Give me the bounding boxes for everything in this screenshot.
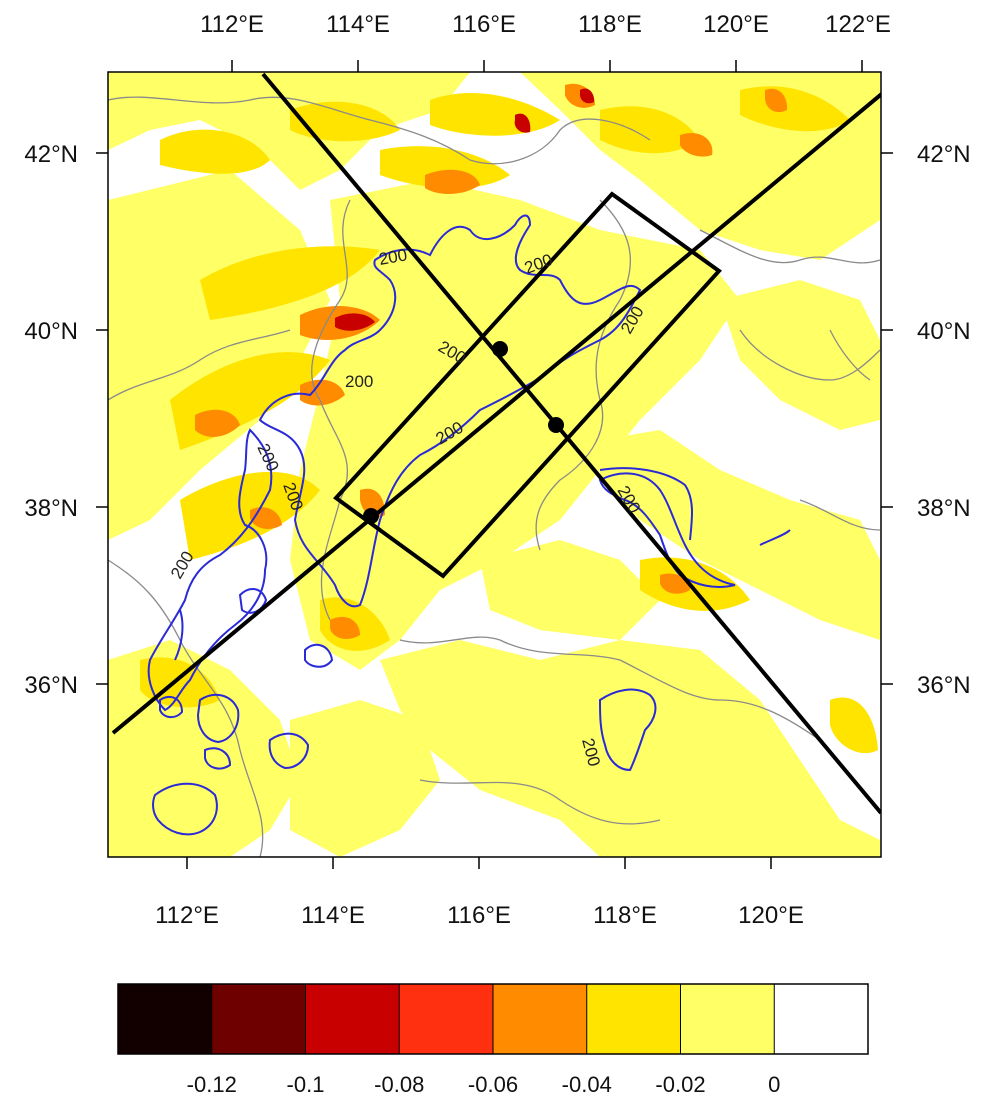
lon-label: 114°E [301,902,365,929]
colorbar-swatch-0 [118,984,212,1054]
plot-frame [107,71,882,858]
marker-shijiazhuang [363,508,379,524]
contour-southwest-2 [196,693,240,744]
lon-label: 118°E [578,11,642,38]
contour-southwest-5 [159,695,184,718]
colorbar-swatch-1 [211,984,306,1054]
colorbar-label: 0 [768,1072,780,1097]
lat-label: 40°N [24,318,78,345]
contour-southeast [598,688,657,772]
left-latitude-labels: 42°N 40°N 38°N 36°N [24,141,78,699]
contour-southwest-4 [238,588,268,614]
right-latitude-labels: 42°N 40°N 38°N 36°N [917,141,971,699]
lon-label: 120°E [738,902,804,929]
cross-section-line-nw-se [261,72,881,815]
contour-label: 200 [345,372,373,391]
colorbar-swatch-5 [586,984,681,1054]
cross-section-line-sw-ne [111,91,881,735]
lon-label: 112°E [155,902,219,929]
lon-label: 122°E [825,11,891,38]
top-longitude-labels: 112°E 114°E 116°E 118°E 120°E 122°E [200,11,891,38]
contour-southwest-1 [152,782,218,836]
colorbar-label: -0.1 [287,1072,325,1097]
lat-label: 38°N [917,495,971,522]
contour-southwest-6 [304,643,334,668]
lon-label: 120°E [703,11,769,38]
contour-east [598,472,736,588]
colorbar-swatch-6 [680,984,775,1054]
contour-west [147,428,273,712]
lon-label: 116°E [447,902,511,929]
colorbar-label: -0.02 [655,1072,705,1097]
province-borders [108,96,881,857]
colorbar-swatch-4 [493,984,587,1054]
colorbar-swatch-3 [399,984,493,1054]
colorbar-frame [117,983,869,1055]
bottom-longitude-labels: 112°E 114°E 116°E 118°E 120°E [155,902,804,929]
top-axis-ticks [231,60,863,72]
left-axis-ticks [96,152,108,685]
lon-label: 114°E [326,11,390,38]
colorbar-label: -0.12 [187,1072,237,1097]
lat-label: 36°N [24,672,78,699]
red-field [335,88,595,331]
lat-label: 40°N [917,318,971,345]
colorbar-label: -0.04 [562,1072,612,1097]
lat-label: 42°N [917,141,971,168]
colorbar: -0.12 -0.1 -0.08 -0.06 -0.04 -0.02 0 [117,983,869,1097]
colorbar-label: -0.08 [374,1072,424,1097]
lon-label: 116°E [452,11,516,38]
colorbar-label: -0.06 [468,1072,518,1097]
colorbar-swatch-7 [774,984,868,1054]
contour-label: 200 [377,245,408,269]
right-axis-ticks [881,152,893,685]
lat-label: 38°N [24,495,78,522]
lon-label: 112°E [200,11,264,38]
analysis-rectangle [333,191,722,579]
colorbar-swatch-2 [305,984,400,1054]
lat-label: 42°N [24,141,78,168]
contour-east2 [599,467,693,541]
contour-southwest-3 [268,732,310,770]
marker-beijing [492,341,508,357]
marker-tianjin [548,417,564,433]
colorbar-dividers [211,984,775,1054]
plot-area [108,72,881,857]
contour-lines [147,214,791,836]
lon-label: 118°E [593,902,657,929]
contour-east-dots [759,529,791,546]
contour-southwest-7 [174,609,184,661]
contour-south-8 [204,747,232,770]
contour-north [258,214,642,608]
bottom-axis-ticks [186,857,772,869]
lat-label: 36°N [917,672,971,699]
